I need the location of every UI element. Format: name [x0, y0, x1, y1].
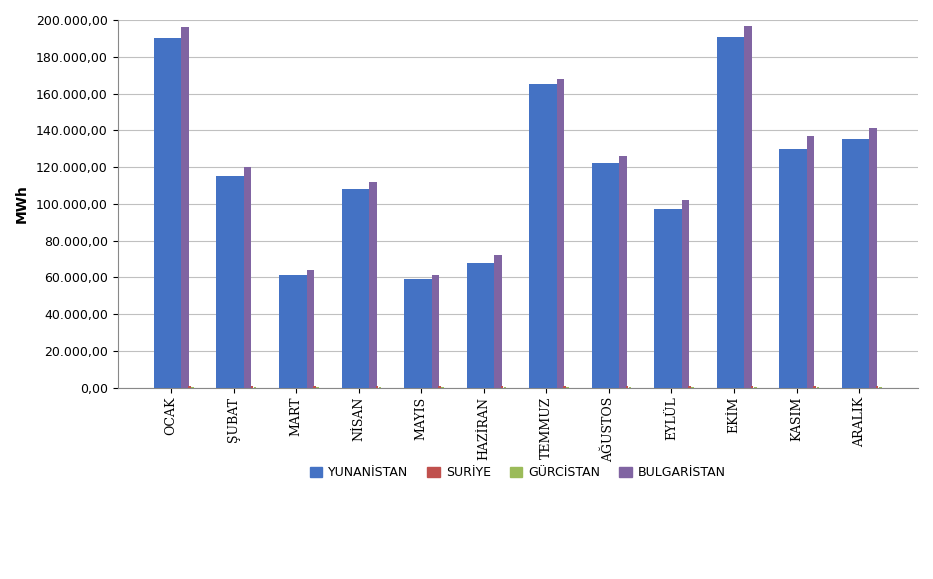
Bar [216, 176, 251, 387]
Bar [564, 386, 565, 387]
Bar [689, 386, 690, 387]
Bar [181, 27, 189, 387]
Bar [620, 156, 627, 387]
Legend: YUNANİSTAN, SURİYE, GÜRCİSTAN, BULGARİSTAN: YUNANİSTAN, SURİYE, GÜRCİSTAN, BULGARİST… [304, 461, 731, 484]
Bar [188, 386, 190, 387]
Bar [557, 79, 564, 387]
Bar [814, 386, 816, 387]
Bar [439, 386, 440, 387]
Bar [376, 386, 378, 387]
Bar [870, 129, 877, 387]
Bar [779, 149, 814, 387]
Bar [341, 189, 376, 387]
Bar [154, 38, 188, 387]
Bar [529, 85, 564, 387]
Bar [369, 182, 377, 387]
Bar [307, 270, 314, 387]
Bar [432, 276, 439, 387]
Bar [682, 200, 689, 387]
Bar [876, 386, 879, 387]
Bar [244, 167, 252, 387]
Bar [501, 386, 503, 387]
Bar [807, 135, 815, 387]
Bar [313, 386, 315, 387]
Bar [751, 386, 754, 387]
Bar [404, 279, 439, 387]
Bar [251, 386, 253, 387]
Bar [466, 262, 501, 387]
Bar [842, 140, 876, 387]
Bar [592, 163, 626, 387]
Bar [279, 276, 313, 387]
Y-axis label: MWh: MWh [15, 184, 29, 223]
Bar [654, 209, 689, 387]
Bar [626, 386, 628, 387]
Bar [494, 255, 502, 387]
Bar [717, 36, 751, 387]
Bar [745, 25, 752, 387]
